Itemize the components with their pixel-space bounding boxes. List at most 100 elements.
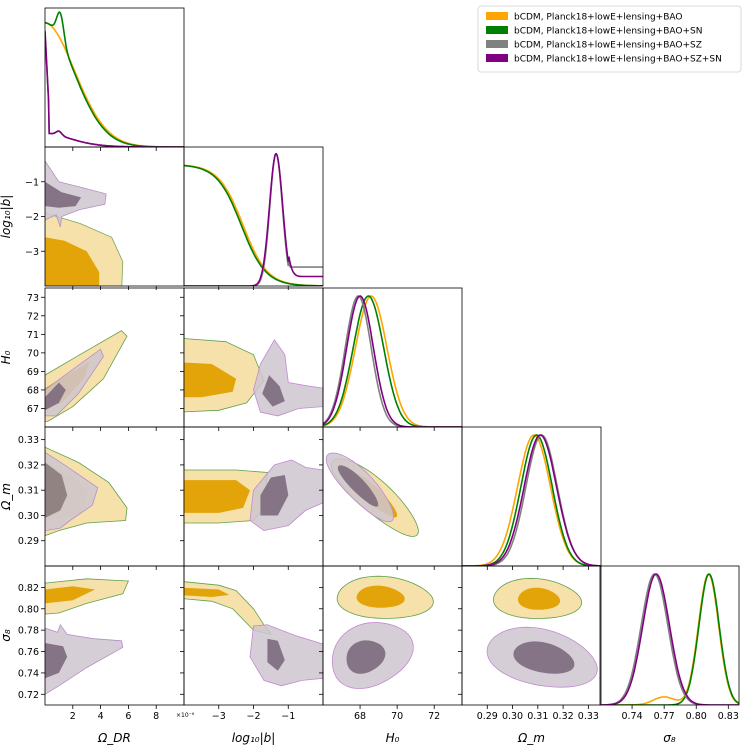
y-tick-label: 0.72 (18, 690, 39, 701)
contour-inner-h0-log10b-bao (184, 362, 237, 398)
panel-content (45, 330, 128, 422)
panel-frame (461, 565, 602, 706)
legend-entry-1: bCDM, Planck18+lowE+lensing+BAO+SN (514, 27, 702, 37)
y-axis-label-h0: H₀ (0, 350, 13, 364)
x-axis-scale-note: ×10⁻⁶ (176, 712, 195, 719)
panel-content (486, 577, 598, 688)
x-tick-label: 68 (354, 711, 366, 722)
panel-log10b-omega_m (180, 426, 324, 570)
panel-sigma8-sigma8: 0.74 0.77 0.80 0.83 (599, 565, 740, 722)
y-axis-label-log10b: log₁₀|b| (0, 195, 13, 239)
panel-content (184, 581, 323, 687)
legend-entry-0: bCDM, Planck18+lowE+lensing+BAO (514, 13, 682, 23)
panel-log10b-sigma8: −3 −2 −1 (180, 565, 324, 722)
x-tick-label: 0.80 (686, 711, 707, 722)
x-tick-label: 8 (153, 711, 159, 722)
y-tick-label: 68 (27, 385, 39, 396)
panel-omega_dr-omega_dr (44, 7, 185, 151)
y-tick-label: 0.82 (18, 583, 39, 594)
y-tick-label: 0.31 (18, 486, 39, 497)
marginal-sigma8-bao-sz-sn (600, 573, 739, 705)
panel-omega_m-omega_m (461, 426, 602, 570)
contour-inner-sigma8-log10b-bao (184, 587, 230, 597)
x-tick-label: 0.33 (578, 711, 599, 722)
panel-frame (44, 7, 185, 148)
y-tick-label: 0.78 (18, 626, 39, 637)
x-tick-label: −3 (212, 711, 226, 722)
contour-inner-sigma8-log10b-sz (267, 638, 285, 671)
contour-inner-sigma8-omega_m-sz (513, 641, 575, 674)
y-tick-label: 67 (27, 404, 39, 415)
panel-log10b-h0 (180, 287, 324, 431)
y-tick-label: 0.32 (18, 460, 39, 471)
panel-content (45, 11, 184, 147)
y-tick-label: 0.30 (18, 511, 39, 522)
legend: bCDM, Planck18+lowE+lensing+BAO bCDM, Pla… (477, 5, 742, 73)
marginal-h0-bao-sz (323, 295, 462, 427)
marginal-h0-bao-sn (323, 295, 462, 427)
x-axis-label-omega_dr: Ω_DR (97, 731, 131, 745)
y-tick-label: 0.74 (18, 668, 39, 679)
x-axis-label-h0: H₀ (386, 731, 400, 745)
y-tick-label: 69 (27, 367, 39, 378)
panel-log10b-log10b (183, 146, 324, 290)
contour-outer-log10b-omega_dr-sz (45, 160, 107, 228)
panel-content (45, 160, 124, 286)
panel-h0-omega_m (319, 426, 463, 570)
y-tick-label: 73 (27, 293, 39, 304)
legend-frame (477, 5, 742, 73)
x-tick-label: 0.77 (654, 711, 675, 722)
contour-inner-sigma8-h0-bao (356, 585, 405, 608)
x-tick-label: 70 (391, 711, 403, 722)
x-tick-label: 0.29 (477, 711, 498, 722)
y-tick-label: 72 (27, 311, 39, 322)
x-tick-label: 72 (428, 711, 440, 722)
legend-entry-3: bCDM, Planck18+lowE+lensing+BAO+SZ+SN (514, 55, 722, 65)
marginal-h0-bao-sz-sn (323, 295, 462, 427)
panel-content (600, 573, 739, 705)
panel-content (323, 295, 462, 427)
panel-content (184, 153, 323, 286)
legend-swatch (486, 40, 508, 48)
panel-content (462, 434, 601, 566)
panel-omega_dr-h0: 67 68 69 70 71 72 73 (27, 287, 185, 431)
contour-inner-omega_m-log10b-sz (260, 475, 289, 516)
marginal-log10b-bao-sz (184, 153, 323, 286)
x-tick-label: −1 (281, 711, 295, 722)
y-tick-label: −2 (25, 212, 39, 223)
panel-h0-h0 (322, 287, 463, 431)
contour-inner-sigma8-h0-sz (346, 640, 386, 674)
panel-content (45, 578, 129, 695)
contour-inner-omega_m-log10b-bao (184, 480, 250, 513)
panel-content (184, 338, 323, 417)
panel-content (325, 452, 419, 537)
marginal-omega_dr-bao-sz-sn (45, 30, 184, 147)
contour-inner-sigma8-omega_dr-sz (45, 643, 68, 679)
marginal-h0-bao (323, 295, 462, 427)
x-axis-label-omega_m: Ω_m (517, 731, 545, 745)
y-tick-label: 71 (27, 330, 39, 341)
y-tick-label: 70 (27, 348, 39, 359)
contour-inner-h0-log10b-sz (262, 375, 285, 407)
contour-inner-sigma8-omega_dr-bao (45, 586, 95, 604)
x-tick-label: 0.74 (621, 711, 642, 722)
x-axis-label-log10b: log₁₀|b| (232, 731, 276, 745)
contour-inner-log10b-omega_dr-bao (45, 237, 100, 286)
panel-content (184, 459, 323, 532)
panel-omega_dr-log10b: −3 −2 −1 (25, 146, 185, 290)
marginal-log10b-bao-sz-sn (184, 153, 323, 286)
x-tick-label: −2 (246, 711, 260, 722)
panel-frame (461, 426, 602, 567)
marginal-omega_m-bao-sz-sn (462, 434, 601, 566)
marginal-sigma8-bao-sz (600, 573, 739, 705)
x-tick-label: 6 (125, 711, 131, 722)
marginal-log10b-bao-sn (184, 164, 323, 286)
legend-swatch (486, 26, 508, 34)
x-tick-label: 0.30 (502, 711, 523, 722)
contour-inner-omega_m-h0-sz (337, 465, 379, 507)
x-tick-label: 0.32 (553, 711, 574, 722)
y-tick-label: 0.80 (18, 604, 39, 615)
x-tick-label: 2 (70, 711, 76, 722)
legend-swatch (486, 54, 508, 62)
